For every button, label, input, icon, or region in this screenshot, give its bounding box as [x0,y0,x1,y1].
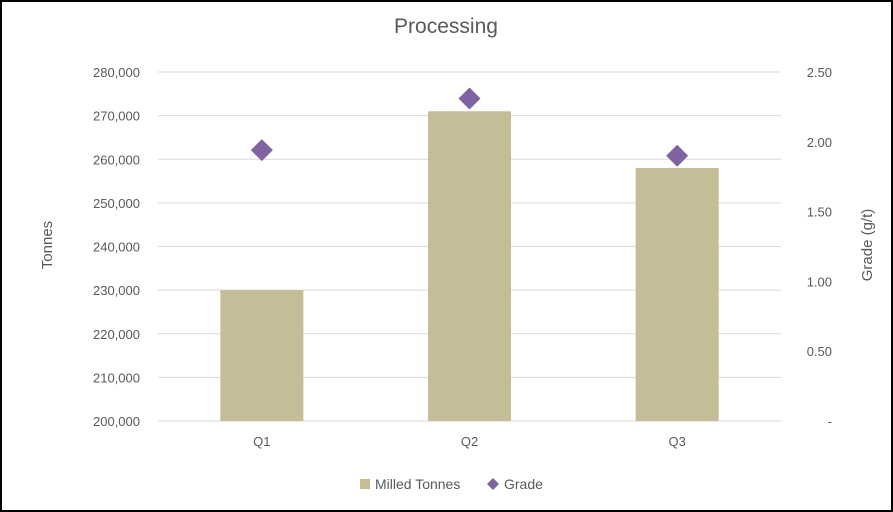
y2-tick-label: 2.00 [807,135,832,150]
y-tick-label: 230,000 [93,283,140,298]
legend-swatch-grade [487,478,499,490]
legend: Milled Tonnes Grade [360,476,543,492]
y-tick-label: 270,000 [93,109,140,124]
y-tick-label: 260,000 [93,152,140,167]
grade-marker-q1 [250,139,273,162]
right-axis-ticks: - 0.50 1.00 1.50 2.00 2.50 [807,65,832,429]
grade-marker-q2 [458,87,481,110]
legend-label-grade: Grade [504,476,543,492]
y2-tick-label: - [828,414,832,429]
y-tick-label: 210,000 [93,370,140,385]
bar-q1 [220,290,304,421]
bar-q2 [428,111,511,421]
y-tick-label: 240,000 [93,240,140,255]
y-axis-title: Tonnes [39,221,56,269]
y-tick-label: 250,000 [93,196,140,211]
grade-marker-q3 [666,144,689,167]
bar-series-milled-tonnes [220,111,719,421]
x-axis-ticks: Q1 Q2 Q3 [253,434,686,449]
chart-title: Processing [394,15,498,38]
scatter-series-grade [250,87,689,167]
y-tick-label: 280,000 [93,65,140,80]
left-axis-ticks: 200,000 210,000 220,000 230,000 240,000 250,0… [93,65,140,429]
y-tick-label: 220,000 [93,327,140,342]
legend-swatch-milled-tonnes [360,479,370,489]
y2-tick-label: 1.00 [807,274,832,289]
y2-tick-label: 1.50 [807,205,832,220]
y2-tick-label: 0.50 [807,344,832,359]
x-tick-label: Q3 [668,434,685,449]
y2-axis-title: Grade (g/t) [859,209,876,282]
y2-tick-label: 2.50 [807,65,832,80]
legend-label-milled-tonnes: Milled Tonnes [375,476,460,492]
y-tick-label: 200,000 [93,414,140,429]
bar-q3 [635,167,719,421]
x-tick-label: Q1 [253,434,270,449]
x-tick-label: Q2 [461,434,478,449]
